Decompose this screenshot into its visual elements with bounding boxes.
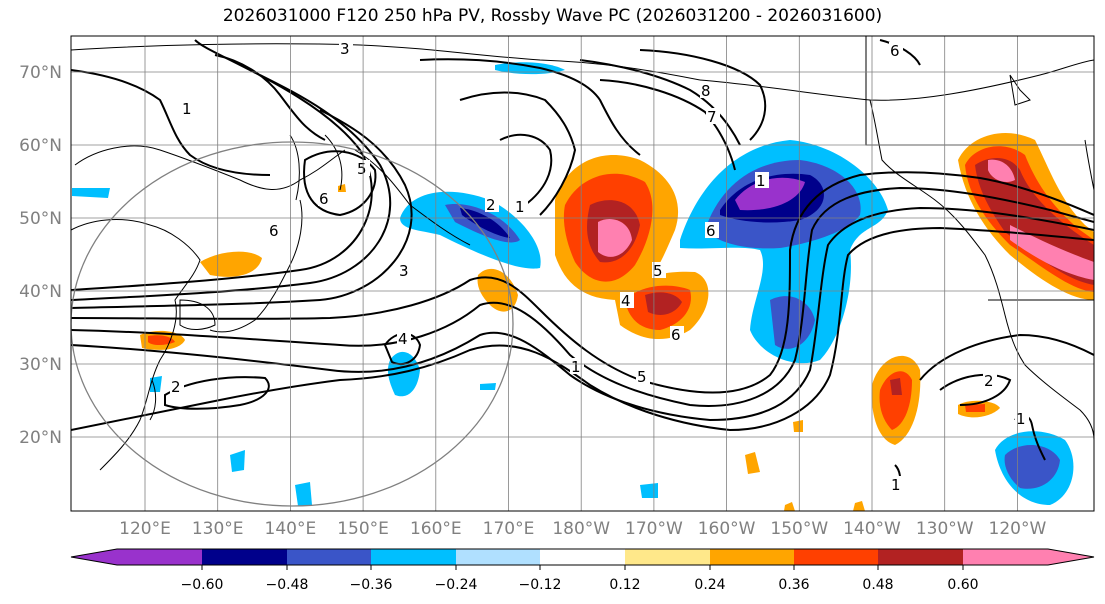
contour-label-1: 1 [571, 358, 581, 376]
graticule [71, 36, 1094, 511]
pv-anomaly-fill [72, 62, 1094, 511]
colorbar: −0.60 −0.48 −0.36 −0.24 −0.12 0.12 0.24 0.36 0.4… [70, 548, 1095, 593]
colorbar-tick-label: −0.24 [435, 577, 478, 593]
contour-label-1: 1 [182, 100, 192, 118]
longitude-tick-label: 140°E [265, 519, 317, 539]
colorbar-tick-label: −0.48 [266, 577, 309, 593]
latitude-tick-label: 70°N [19, 63, 62, 83]
range-circle [71, 141, 514, 507]
contour-label-7: 7 [707, 108, 717, 126]
colorbar-segment [71, 549, 202, 565]
colorbar-segment [540, 549, 625, 565]
colorbar-tick-label: −0.60 [181, 577, 224, 593]
longitude-tick-label: 150°E [337, 519, 389, 539]
latitude-tick-label: 20°N [19, 428, 62, 448]
contour-label-6: 6 [269, 222, 279, 240]
latitude-labels: 70°N 60°N 50°N 40°N 30°N 20°N [19, 63, 62, 448]
latitude-tick-label: 40°N [19, 282, 62, 302]
contour-label-1: 1 [891, 476, 901, 494]
colorbar-segment [963, 549, 1094, 565]
contour-label-2: 2 [984, 372, 994, 390]
longitude-tick-label: 150°W [770, 519, 828, 539]
map-title: 2026031000 F120 250 hPa PV, Rossby Wave … [222, 6, 883, 26]
colorbar-segment [878, 549, 963, 565]
longitude-tick-label: 130°W [916, 519, 974, 539]
colorbar-segment [202, 549, 287, 565]
contour-label-6: 6 [671, 326, 681, 344]
colorbar-tick-label: −0.12 [519, 577, 562, 593]
contour-label-6: 6 [890, 42, 900, 60]
colorbar-tick-label: 0.36 [778, 577, 809, 593]
latitude-tick-label: 30°N [19, 355, 62, 375]
colorbar-outline [70, 548, 1095, 566]
colorbar-segment [287, 549, 371, 565]
longitude-tick-label: 130°E [192, 519, 244, 539]
contour-label-2: 2 [486, 196, 496, 214]
colorbar-segment [794, 549, 878, 565]
colorbar-segment [371, 549, 456, 565]
longitude-tick-label: 170°W [625, 519, 683, 539]
longitude-tick-label: 160°W [698, 519, 756, 539]
longitude-labels: 120°E 130°E 140°E 150°E 160°E 170°E 180°W 170°W… [119, 519, 1046, 539]
colorbar-tick-label: 0.12 [609, 577, 640, 593]
contour-label-1: 1 [515, 198, 525, 216]
colorbar-segment [710, 549, 794, 565]
longitude-tick-label: 170°E [483, 519, 535, 539]
pv-contours [71, 39, 1094, 489]
colorbar-tick-label: 0.48 [862, 577, 893, 593]
longitude-tick-label: 160°E [410, 519, 462, 539]
contour-label-5: 5 [653, 262, 663, 280]
contour-label-6: 6 [706, 222, 716, 240]
colorbar-segment [625, 549, 710, 565]
contour-label-1: 1 [1016, 410, 1026, 428]
longitude-tick-label: 180°W [552, 519, 610, 539]
colorbar-tick-label: −0.36 [350, 577, 393, 593]
contour-label-5: 5 [357, 160, 367, 178]
contour-label-8: 8 [701, 82, 711, 100]
longitude-tick-label: 120°W [989, 519, 1047, 539]
map-frame [70, 35, 1095, 512]
contour-label-5: 5 [637, 368, 647, 386]
contour-label-4: 4 [398, 330, 408, 348]
longitude-tick-label: 120°E [119, 519, 171, 539]
latitude-tick-label: 50°N [19, 209, 62, 229]
contour-label-3: 3 [340, 40, 350, 58]
contour-label-6: 6 [319, 190, 329, 208]
colorbar-tick-label: 0.60 [947, 577, 978, 593]
contour-label-3: 3 [399, 262, 409, 280]
colorbar-tick-label: 0.24 [694, 577, 725, 593]
colorbar-segment [456, 549, 540, 565]
longitude-tick-label: 140°W [843, 519, 901, 539]
contour-label-4: 4 [621, 292, 631, 310]
contour-label-1: 1 [756, 172, 766, 190]
contour-label-2: 2 [171, 378, 181, 396]
latitude-tick-label: 60°N [19, 136, 62, 156]
contour-labels: 3 1 5 6 6 3 4 2 1 2 8 7 6 1 6 5 4 6 1 [170, 40, 1029, 494]
